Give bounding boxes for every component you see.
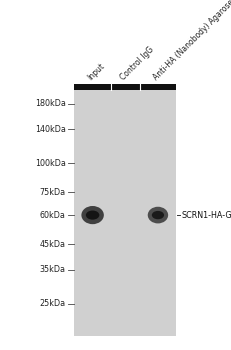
Text: Anti-HA (Nanobody) Agarose Beads: Anti-HA (Nanobody) Agarose Beads	[151, 0, 231, 82]
Text: 180kDa: 180kDa	[35, 99, 65, 108]
Text: 35kDa: 35kDa	[40, 265, 65, 274]
Text: Control IgG: Control IgG	[119, 45, 155, 82]
Ellipse shape	[81, 206, 103, 224]
Ellipse shape	[85, 211, 99, 220]
Text: 140kDa: 140kDa	[35, 125, 65, 134]
Text: SCRN1-HA-GFP: SCRN1-HA-GFP	[181, 211, 231, 219]
Bar	[74, 84, 176, 336]
Ellipse shape	[147, 207, 167, 223]
Bar	[74, 84, 176, 90]
Text: 60kDa: 60kDa	[40, 211, 65, 219]
Text: 100kDa: 100kDa	[35, 159, 65, 168]
Ellipse shape	[151, 211, 163, 219]
Text: 45kDa: 45kDa	[40, 240, 65, 249]
Text: 25kDa: 25kDa	[39, 299, 65, 308]
Text: 75kDa: 75kDa	[39, 188, 65, 197]
Text: Input: Input	[86, 62, 106, 82]
